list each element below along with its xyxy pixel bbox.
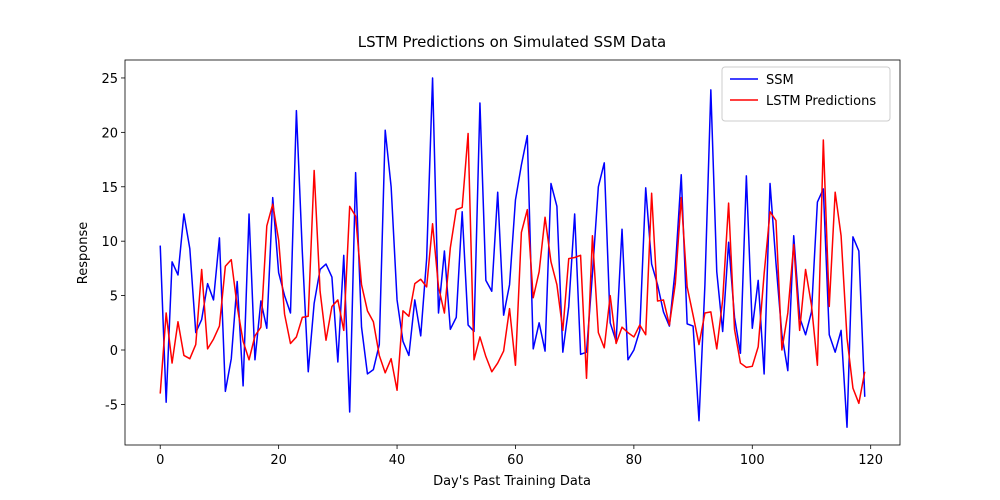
y-axis-label: Response: [76, 222, 91, 284]
series-line: [159, 77, 866, 429]
y-tick-label: 20: [101, 126, 118, 141]
x-tick-label: 80: [626, 453, 643, 468]
x-tick-label: 0: [156, 453, 164, 468]
legend-label: SSM: [766, 73, 794, 88]
chart-title: LSTM Predictions on Simulated SSM Data: [358, 33, 666, 51]
x-tick-label: 20: [270, 453, 287, 468]
x-tick-label: 40: [389, 453, 406, 468]
y-tick-label: -5: [105, 398, 118, 413]
x-tick-label: 60: [507, 453, 524, 468]
y-tick-label: 10: [101, 235, 118, 250]
x-tick-label: 100: [740, 453, 765, 468]
series-line: [159, 132, 866, 405]
y-tick-label: 25: [101, 72, 118, 87]
plot-frame: [124, 59, 901, 446]
legend-label: LSTM Predictions: [766, 94, 876, 109]
x-tick-label: 120: [858, 453, 883, 468]
legend-box: [721, 66, 891, 122]
y-tick-label: 0: [110, 344, 118, 359]
y-tick-label: 5: [110, 290, 118, 305]
x-axis-label: Day's Past Training Data: [433, 474, 591, 489]
y-tick-label: 15: [101, 181, 118, 196]
